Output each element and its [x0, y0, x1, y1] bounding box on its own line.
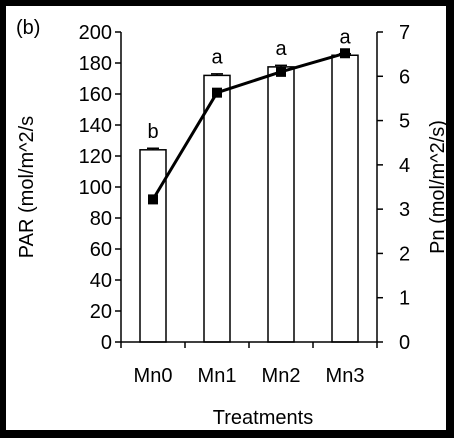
bar-annotation: a: [275, 38, 287, 60]
panel-label: (b): [16, 17, 40, 39]
y-tick-label: 160: [79, 84, 112, 106]
y2-tick-label: 6: [399, 66, 410, 88]
y2-tick-label: 7: [399, 22, 410, 44]
x-tick-label: Mn1: [198, 365, 237, 387]
line-marker: [276, 66, 286, 77]
y-tick-label: 120: [79, 146, 112, 168]
y-tick-label: 60: [90, 239, 112, 261]
bar: [267, 66, 295, 343]
bar-annotation: a: [339, 26, 351, 48]
y2-tick-label: 0: [399, 332, 410, 354]
axes: 0 20 40 60 80 100 120 140 160 180 200 0 1 2 3 4 5 6 7 Mn0 Mn…: [79, 22, 411, 387]
bar-series: b a a a: [139, 26, 359, 343]
y-tick-label: 140: [79, 115, 112, 137]
y-tick-label: 20: [90, 301, 112, 323]
line-marker: [212, 87, 222, 98]
y2-axis-title: Pn (mol/m^2/s): [427, 120, 449, 254]
x-tick-label: Mn3: [326, 365, 365, 387]
y-tick-label: 40: [90, 270, 112, 292]
x-tick-label: Mn2: [262, 365, 301, 387]
y-tick-label: 80: [90, 208, 112, 230]
bar: [139, 149, 167, 343]
y-tick-label: 200: [79, 22, 112, 44]
y2-tick-label: 4: [399, 155, 410, 177]
y-tick-label: 100: [79, 177, 112, 199]
y-tick-label: 0: [101, 332, 112, 354]
y2-tick-label: 5: [399, 111, 410, 133]
x-tick-label: Mn0: [134, 365, 173, 387]
bar-annotation: a: [211, 46, 223, 68]
bar: [203, 74, 231, 343]
y-tick-label: 180: [79, 53, 112, 75]
y-axis-title: PAR (mol/m^2/s: [16, 116, 38, 258]
bar-annotation: b: [147, 121, 158, 143]
x-axis-title: Treatments: [213, 407, 313, 429]
y2-tick-label: 3: [399, 199, 410, 221]
line-marker: [340, 48, 350, 59]
line-path: [151, 51, 346, 201]
bar: [331, 54, 359, 343]
y2-tick-label: 2: [399, 243, 410, 265]
y2-tick-label: 1: [399, 288, 410, 310]
line-series: [148, 48, 350, 205]
line-marker: [148, 194, 158, 205]
